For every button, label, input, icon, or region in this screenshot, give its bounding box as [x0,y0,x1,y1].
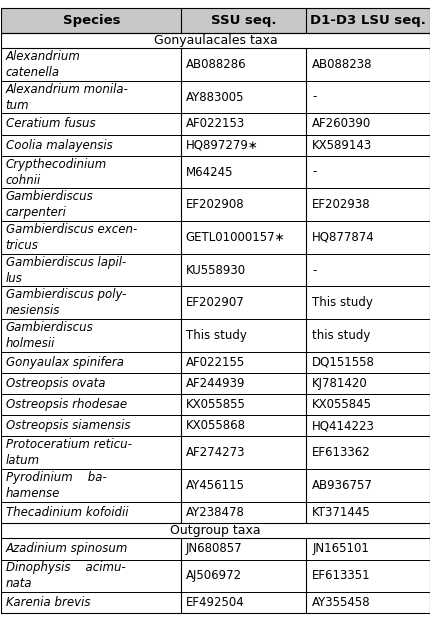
Text: KX055845: KX055845 [312,398,372,411]
Text: AY883005: AY883005 [186,91,244,104]
Text: Gonyaulacales taxa: Gonyaulacales taxa [154,34,278,47]
Text: AB088238: AB088238 [312,58,373,71]
Text: Gambierdiscus excen-
tricus: Gambierdiscus excen- tricus [6,223,137,252]
Text: HQ414223: HQ414223 [312,419,375,432]
Text: -: - [312,166,317,178]
Text: Protoceratium reticu-
latum: Protoceratium reticu- latum [6,438,132,468]
Text: -: - [312,263,317,276]
Text: Ostreopsis siamensis: Ostreopsis siamensis [6,419,130,432]
Bar [1,373,430,394]
Text: AF244939: AF244939 [186,377,245,390]
Bar [1,286,430,319]
Text: Azadinium spinosum: Azadinium spinosum [6,543,128,556]
Bar [1,32,430,48]
Text: EF613351: EF613351 [312,569,371,582]
Text: EF202907: EF202907 [186,296,245,309]
Bar [1,538,430,560]
Text: AJ506972: AJ506972 [186,569,242,582]
Text: AF022155: AF022155 [186,356,245,369]
Text: -: - [312,91,317,104]
Text: Dinophysis    acimu-
nata: Dinophysis acimu- nata [6,561,125,591]
Text: Species: Species [62,14,120,27]
Text: KX055868: KX055868 [186,419,246,432]
Text: KX589143: KX589143 [312,138,373,152]
Text: AF274273: AF274273 [186,446,245,460]
Text: SSU seq.: SSU seq. [211,14,276,27]
Bar [1,415,430,437]
Bar [1,469,430,502]
Text: JN680857: JN680857 [186,543,242,556]
Text: Gambierdiscus lapil-
lus: Gambierdiscus lapil- lus [6,256,126,284]
Text: EF492504: EF492504 [186,596,245,609]
Bar [1,523,430,538]
Text: Ostreopsis rhodesae: Ostreopsis rhodesae [6,398,127,411]
Bar [1,437,430,469]
Text: Alexandrium
catenella: Alexandrium catenella [6,50,81,79]
Text: Alexandrium monila-
tum: Alexandrium monila- tum [6,83,128,112]
Bar [1,135,430,156]
Text: HQ877874: HQ877874 [312,231,375,244]
Text: Gambierdiscus
holmesii: Gambierdiscus holmesii [6,321,93,350]
Bar [1,188,430,221]
Text: AB088286: AB088286 [186,58,246,71]
Bar [1,221,430,254]
Text: Gambierdiscus
carpenteri: Gambierdiscus carpenteri [6,190,93,219]
Text: Gambierdiscus poly-
nesiensis: Gambierdiscus poly- nesiensis [6,288,126,317]
Text: KT371445: KT371445 [312,506,371,519]
Text: AF260390: AF260390 [312,117,371,130]
Text: EF202938: EF202938 [312,198,371,211]
Bar [1,7,430,32]
Text: Ostreopsis ovata: Ostreopsis ovata [6,377,105,390]
Bar [1,156,430,188]
Bar [1,502,430,523]
Text: Crypthecodinium
cohnii: Crypthecodinium cohnii [6,158,107,186]
Text: DQ151558: DQ151558 [312,356,375,369]
Text: EF202908: EF202908 [186,198,244,211]
Text: this study: this study [312,329,370,342]
Bar [1,114,430,135]
Text: KJ781420: KJ781420 [312,377,368,390]
Text: Ceratium fusus: Ceratium fusus [6,117,95,130]
Bar [1,81,430,114]
Text: Gonyaulax spinifera: Gonyaulax spinifera [6,356,124,369]
Text: GETL01000157∗: GETL01000157∗ [186,231,285,244]
Text: KX055855: KX055855 [186,398,246,411]
Text: AY355458: AY355458 [312,596,371,609]
Bar [1,352,430,373]
Bar [1,319,430,352]
Text: AY456115: AY456115 [186,479,245,492]
Text: M64245: M64245 [186,166,233,178]
Text: AY238478: AY238478 [186,506,245,519]
Text: Thecadinium kofoidii: Thecadinium kofoidii [6,506,128,519]
Bar [1,592,430,614]
Text: Outgroup taxa: Outgroup taxa [170,524,261,537]
Bar [1,560,430,592]
Text: This study: This study [186,329,246,342]
Text: KU558930: KU558930 [186,263,246,276]
Text: EF613362: EF613362 [312,446,371,460]
Text: Karenia brevis: Karenia brevis [6,596,90,609]
Text: D1-D3 LSU seq.: D1-D3 LSU seq. [310,14,426,27]
Bar [1,48,430,81]
Text: HQ897279∗: HQ897279∗ [186,138,258,152]
Text: Pyrodinium    ba-
hamense: Pyrodinium ba- hamense [6,471,106,500]
Text: This study: This study [312,296,373,309]
Bar [1,254,430,286]
Bar [1,394,430,415]
Text: Coolia malayensis: Coolia malayensis [6,138,113,152]
Text: AF022153: AF022153 [186,117,245,130]
Text: AB936757: AB936757 [312,479,373,492]
Text: JN165101: JN165101 [312,543,369,556]
